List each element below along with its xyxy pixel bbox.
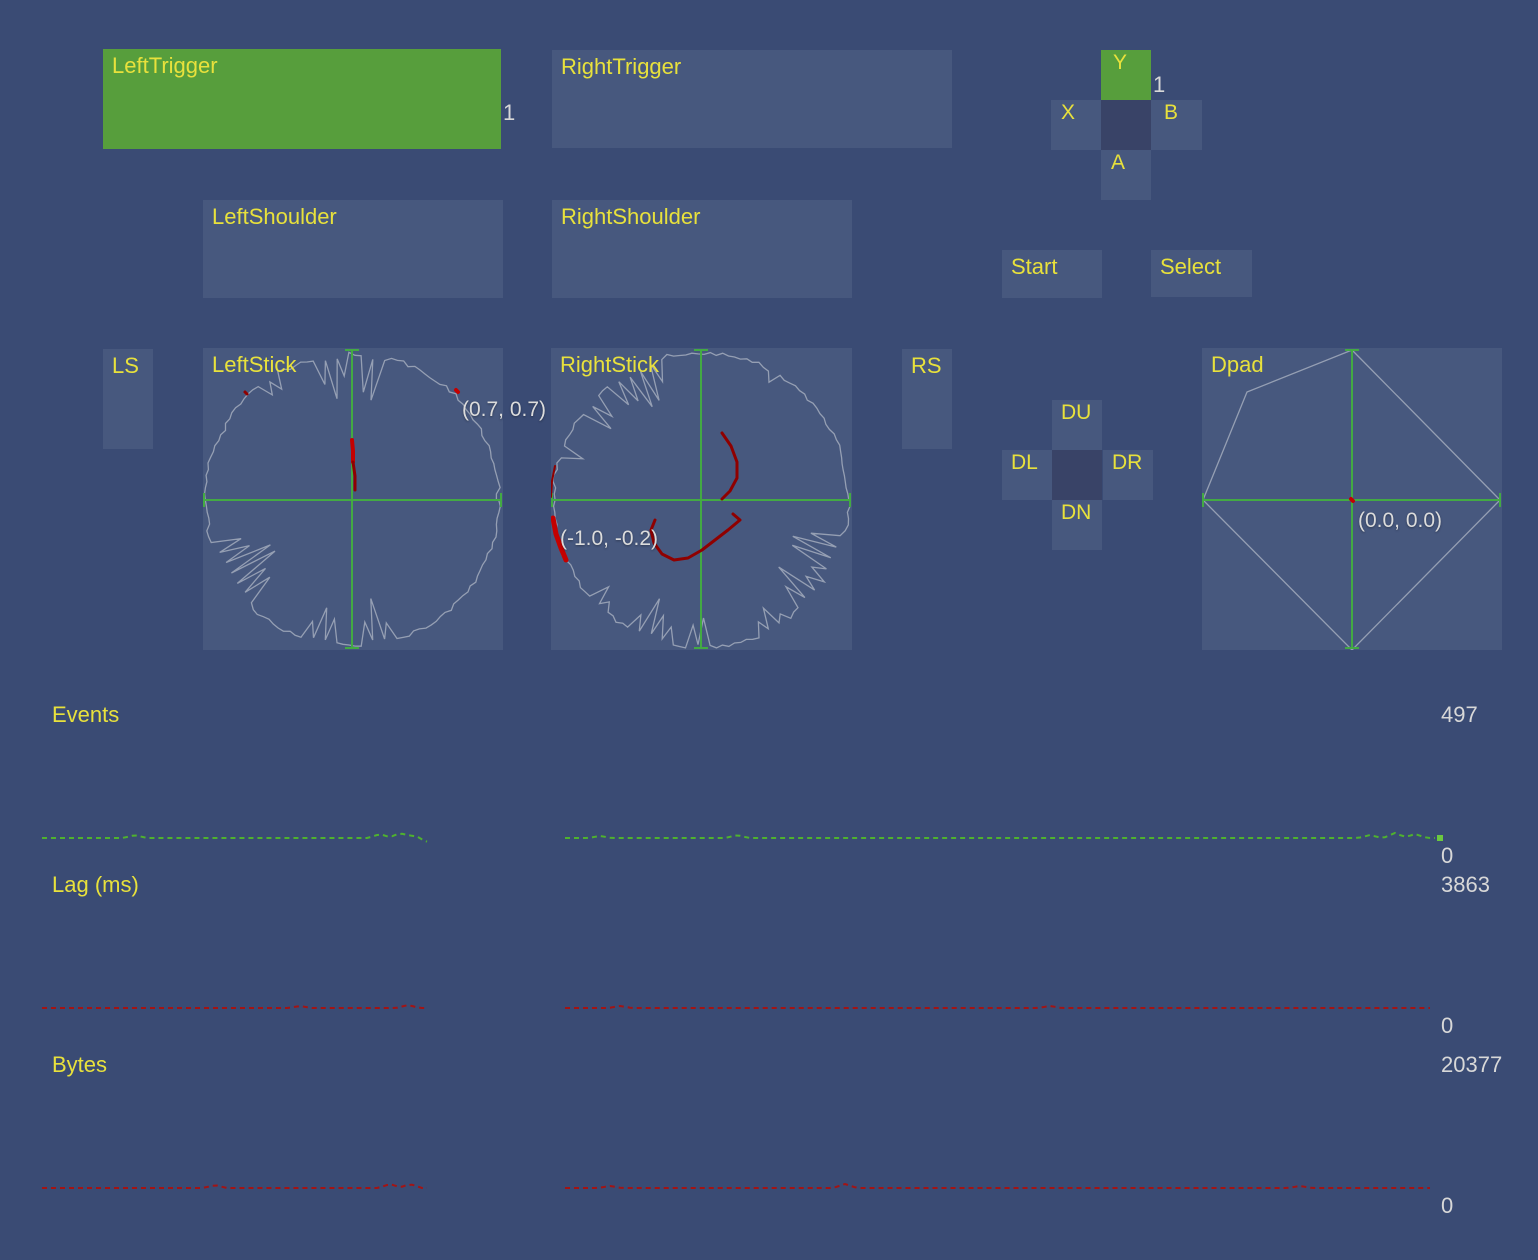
- dpad-left-button[interactable]: DL: [1002, 450, 1052, 500]
- dpad-down-button[interactable]: DN: [1052, 500, 1102, 550]
- face-button-x-label: X: [1061, 101, 1076, 124]
- bytes-max-value: 20377: [1441, 1052, 1503, 1077]
- select-button[interactable]: Select: [1151, 250, 1252, 297]
- events-label: Events: [52, 702, 120, 727]
- face-button-a[interactable]: A: [1101, 150, 1151, 200]
- dpad-down-label: DN: [1061, 501, 1092, 524]
- bytes-label: Bytes: [52, 1052, 108, 1077]
- left-shoulder-label: LeftShoulder: [212, 204, 337, 229]
- start-button-label: Start: [1011, 254, 1058, 279]
- left-stick-plot: LeftStick: [203, 348, 503, 650]
- right-trigger-button[interactable]: RightTrigger: [552, 50, 952, 148]
- left-trigger-button[interactable]: LeftTrigger: [103, 49, 501, 149]
- right-stick-plot: RightStick: [551, 348, 852, 650]
- dpad-plot: Dpad: [1202, 348, 1502, 650]
- dpad-up-button[interactable]: DU: [1052, 400, 1102, 450]
- dpad-right-label: DR: [1112, 451, 1143, 474]
- bytes-current-value: 0: [1441, 1193, 1454, 1218]
- left-shoulder-button[interactable]: LeftShoulder: [203, 200, 503, 298]
- right-trigger-label: RightTrigger: [561, 54, 682, 79]
- face-button-b[interactable]: B: [1151, 100, 1202, 150]
- lag-label: Lag (ms): [52, 872, 139, 897]
- events-max-value: 497: [1441, 702, 1478, 727]
- right-shoulder-label: RightShoulder: [561, 204, 701, 229]
- face-button-y-value: 1: [1153, 72, 1166, 97]
- right-shoulder-button[interactable]: RightShoulder: [552, 200, 852, 298]
- face-grid-center-cell: [1101, 100, 1151, 150]
- right-stick-coord: (-1.0, -0.2): [560, 527, 659, 550]
- right-stick-canvas: [551, 349, 851, 649]
- dpad-up-label: DU: [1061, 401, 1092, 424]
- start-button[interactable]: Start: [1002, 250, 1102, 298]
- left-stick-canvas: [203, 349, 502, 649]
- left-trigger-value: 1: [503, 100, 516, 125]
- dpad-plot-label: Dpad: [1211, 352, 1264, 377]
- lag-current-value: 0: [1441, 1013, 1454, 1038]
- face-button-b-label: B: [1164, 101, 1179, 124]
- right-stick-label: RightStick: [560, 352, 660, 377]
- left-stick-click-button[interactable]: LS: [103, 349, 153, 449]
- dpad-coord: (0.0, 0.0): [1358, 509, 1443, 532]
- rs-label: RS: [911, 353, 942, 378]
- face-button-y[interactable]: Y: [1101, 50, 1151, 100]
- dpad-center-cell: [1052, 450, 1102, 500]
- face-button-a-label: A: [1111, 151, 1126, 174]
- events-current-value: 0: [1441, 843, 1454, 868]
- dpad-left-label: DL: [1011, 451, 1038, 474]
- left-stick-coord: (0.7, 0.7): [462, 398, 547, 421]
- dpad-right-button[interactable]: DR: [1103, 450, 1153, 500]
- lag-max-value: 3863: [1441, 872, 1490, 897]
- select-button-label: Select: [1160, 254, 1222, 279]
- left-trigger-label: LeftTrigger: [112, 53, 218, 78]
- face-button-y-label: Y: [1113, 51, 1128, 74]
- dpad-canvas: [1202, 349, 1501, 650]
- right-stick-click-button[interactable]: RS: [902, 349, 952, 449]
- ls-label: LS: [112, 353, 139, 378]
- left-stick-label: LeftStick: [212, 352, 297, 377]
- face-button-x[interactable]: X: [1051, 100, 1101, 150]
